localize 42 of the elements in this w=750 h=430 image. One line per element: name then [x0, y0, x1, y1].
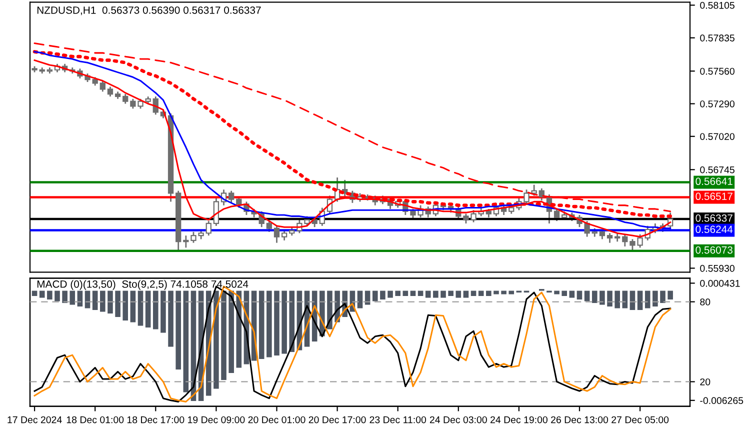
y-tick-label: 0.58105: [700, 2, 734, 9]
x-tick-label: 18 Dec 17:00: [127, 416, 184, 424]
x-tick-label: 20 Dec 01:00: [248, 416, 306, 424]
candlestick: [122, 93, 128, 104]
candlestick: [531, 184, 537, 196]
candlestick: [100, 80, 106, 92]
ref-line-label: 0.56641: [696, 178, 732, 186]
candlestick: [213, 197, 220, 227]
candlestick: [622, 234, 628, 248]
x-tick-label: 19 Dec 09:00: [188, 416, 245, 424]
x-tick-label: 23 Dec 11:00: [370, 416, 426, 424]
ref-line-label: 0.56517: [696, 192, 732, 200]
y-tick-label: 0.55930: [700, 264, 734, 272]
x-tick-label: 26 Dec 13:00: [551, 416, 608, 424]
chart-title: MACD (0)(13,50) Sto(9,2,5) 74.1058 74.5024: [37, 280, 248, 290]
y-tick-label: 0.57835: [700, 34, 734, 42]
ref-line-label: 0.56073: [696, 246, 732, 254]
x-tick-label: 24 Dec 19:00: [490, 416, 548, 424]
chart-title: NZDUSD,H1 0.56373 0.56390 0.56317 0.56337: [37, 6, 261, 16]
candlestick: [606, 232, 613, 244]
candlestick: [107, 86, 114, 98]
candlestick: [554, 208, 560, 222]
x-tick-label: 27 Dec 05:00: [612, 416, 669, 424]
x-tick-label: 24 Dec 03:00: [430, 416, 487, 424]
candlestick: [538, 188, 544, 202]
candlestick: [228, 190, 234, 204]
x-tick-label: 20 Dec 17:00: [308, 416, 366, 424]
ref-line-label: 0.56244: [696, 226, 733, 234]
y-tick-label: 0.57560: [700, 68, 734, 75]
y2-tick-label: -0.006265: [700, 397, 744, 404]
y-tick-label: 0.57020: [700, 133, 734, 140]
y-tick-label: 0.57290: [700, 100, 734, 108]
y-tick-label: 0.56745: [700, 166, 734, 174]
y-tick-label: 80: [700, 298, 710, 306]
candlestick: [206, 220, 212, 236]
ref-line-label: 0.56337: [696, 214, 732, 222]
y2-tick-label: 0.000431: [700, 280, 740, 287]
x-tick-label: 18 Dec 01:00: [66, 416, 124, 424]
x-tick-label: 17 Dec 2024: [8, 416, 62, 424]
candlestick: [183, 234, 189, 248]
candlestick: [274, 225, 280, 244]
y-tick-label: 20: [700, 378, 710, 386]
